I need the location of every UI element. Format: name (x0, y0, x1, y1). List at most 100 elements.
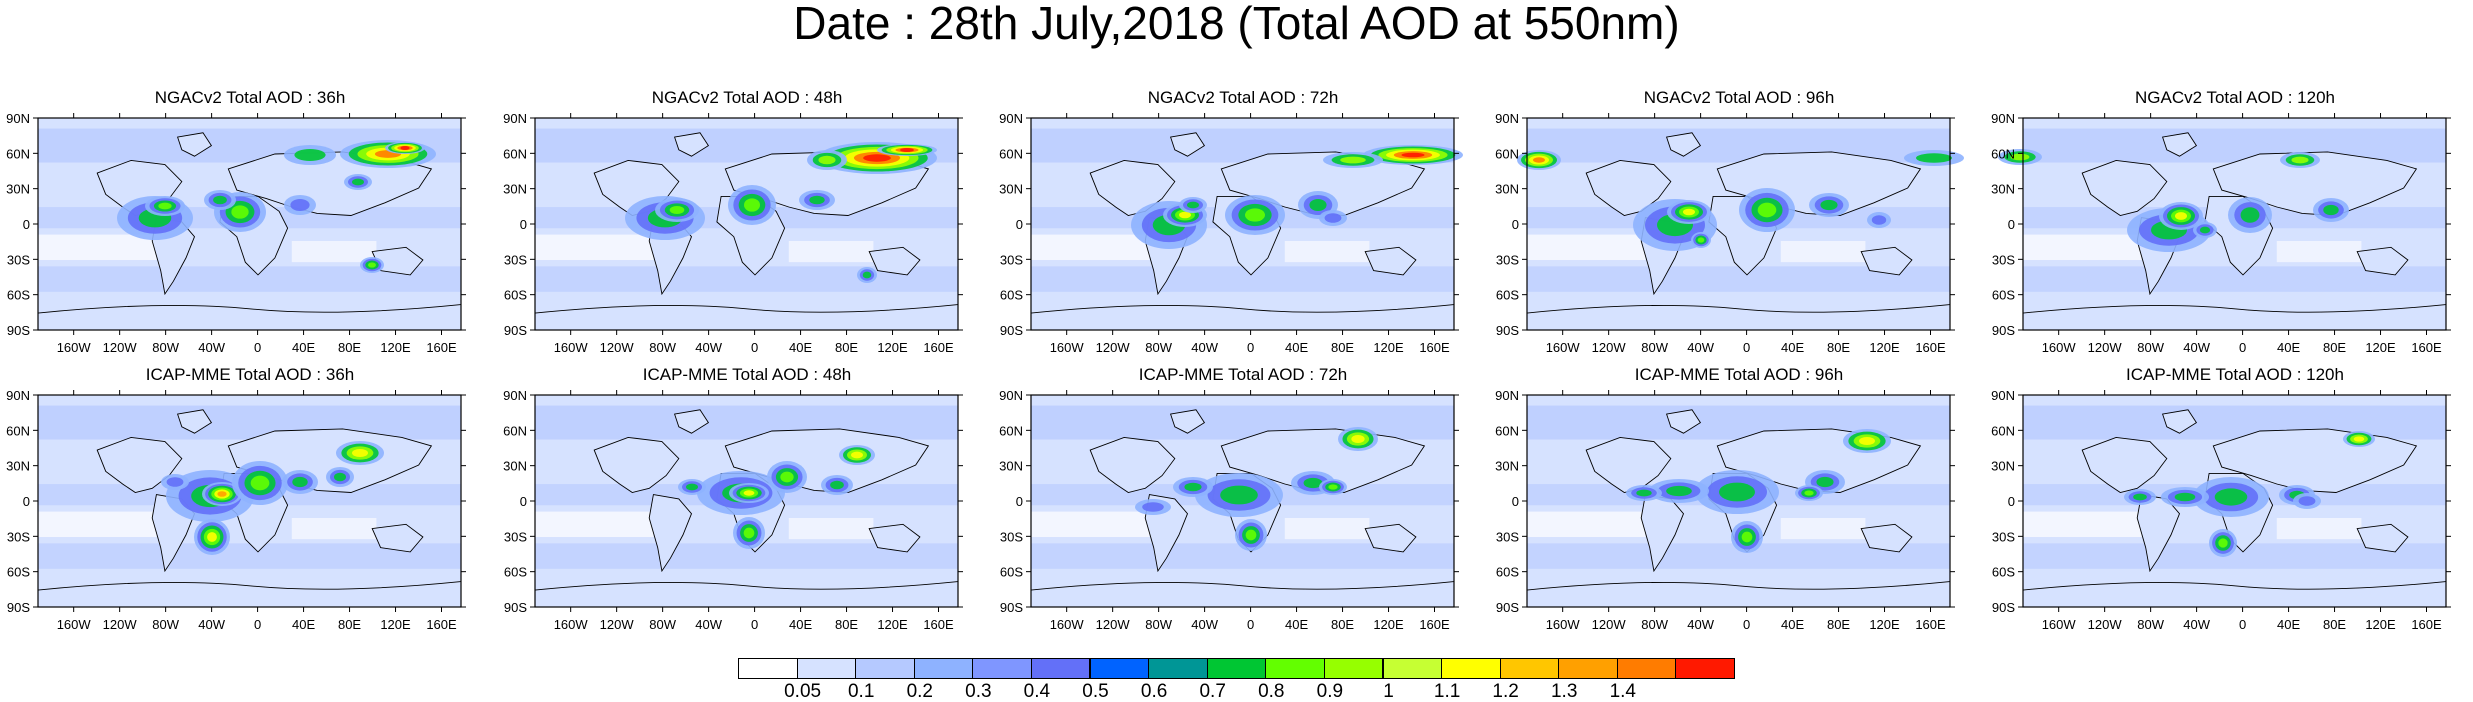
lon-tick-label: 40E (2277, 340, 2300, 355)
lat-tick-label: 60N (6, 146, 30, 161)
antarctica-coast (1526, 581, 1951, 591)
lon-tick-label: 40W (695, 340, 722, 355)
panel-title: NGACv2 Total AOD : 72h (1147, 88, 1339, 107)
aod-plume (1187, 201, 1199, 209)
panel-title: NGACv2 Total AOD : 120h (2134, 88, 2335, 107)
lat-tick-label: 90N (503, 388, 527, 403)
panel-title: ICAP-MME Total AOD : 36h (145, 365, 355, 384)
lat-tick-label: 30S (1496, 252, 1519, 267)
colorbar-swatch (1323, 658, 1384, 679)
lon-tick-label: 80W (649, 617, 676, 632)
colorbar-label: 0.9 (1316, 681, 1344, 702)
aod-plume (1533, 157, 1545, 163)
lat-tick-label: 90N (1495, 111, 1519, 126)
aod-plume (1683, 208, 1695, 216)
lat-tick-label: 30S (1000, 529, 1023, 544)
colorbar-label: 0.1 (847, 681, 875, 702)
antarctica-coast (1526, 304, 1951, 314)
aod-plume (217, 491, 227, 497)
aod-plume (686, 483, 698, 491)
aod-plume (1757, 202, 1777, 218)
lon-tick-label: 120E (1869, 340, 1900, 355)
lat-tick-label: 90N (1991, 388, 2015, 403)
antarctica-coast (37, 304, 462, 314)
lon-tick-label: 80E (1827, 617, 1850, 632)
aod-plume (158, 202, 172, 210)
lat-tick-label: 90N (6, 388, 30, 403)
aod-plume (1859, 437, 1875, 445)
aod-plume (1245, 529, 1257, 541)
lon-tick-label: 0 (1247, 617, 1254, 632)
colorbar-label: 0.2 (906, 681, 934, 702)
colorbar-swatch (855, 658, 915, 679)
lon-tick-label: 0 (254, 617, 261, 632)
aod-map: 90N 60N 30N 0 30S 60S 90S 160W 120W 80W 40W 0 40E 80E… (503, 388, 963, 632)
aod-plume (2323, 204, 2339, 216)
aod-plume (2133, 493, 2147, 501)
continent-outline (674, 409, 710, 434)
lon-tick-label: 40E (1285, 617, 1308, 632)
aod-map: 90N 60N 30N 0 30S 60S 90S 160W 120W 80W 40W 0 40E 80E… (1495, 388, 1955, 632)
map-panel: ICAP-MME Total AOD : 36h 90N 60N 30N 0 30S 60S… (0, 365, 500, 632)
continent-outline (1364, 523, 1417, 553)
continent-outline (2162, 132, 2198, 157)
colorbar-label: 1.4 (1609, 681, 1637, 702)
lat-tick-label: 30N (503, 182, 527, 197)
colorbar-swatch (1675, 658, 1735, 679)
aod-plume (2218, 538, 2228, 548)
lat-tick-label: 30S (1496, 529, 1519, 544)
aod-plume (809, 195, 825, 205)
colorbar-label: 0.05 (784, 681, 822, 702)
lat-tick-label: 90N (503, 111, 527, 126)
lat-tick-label: 30S (1992, 529, 2015, 544)
aod-plume (2353, 436, 2365, 442)
lon-tick-label: 80W (1641, 617, 1668, 632)
lat-tick-label: 60N (503, 146, 527, 161)
lon-tick-label: 80E (835, 340, 858, 355)
lat-tick-label: 30N (6, 459, 30, 474)
lon-tick-label: 80W (1641, 340, 1668, 355)
lon-tick-label: 0 (751, 617, 758, 632)
lon-tick-label: 40W (198, 617, 225, 632)
map-panel: ICAP-MME Total AOD : 72h 90N 60N 30N 0 30S 60S… (993, 365, 1493, 632)
lon-tick-label: 80W (1145, 617, 1172, 632)
aod-plume (207, 532, 217, 542)
lat-tick-label: 60N (1991, 146, 2015, 161)
colorbar-label: 0.3 (965, 681, 992, 702)
continent-outline (1170, 132, 1206, 157)
colorbar-swatch (738, 658, 798, 679)
figure-title: Date : 28th July,2018 (Total AOD at 550n… (793, 0, 1680, 49)
colorbar-swatch (1206, 658, 1267, 679)
lat-tick-label: 60N (1495, 146, 1519, 161)
antarctica-coast (1030, 304, 1455, 314)
lat-tick-label: 90N (999, 388, 1023, 403)
antarctica-coast (2022, 304, 2447, 314)
lon-tick-label: 160W (554, 340, 589, 355)
lon-tick-label: 40E (789, 617, 812, 632)
lon-tick-label: 80W (1145, 340, 1172, 355)
antarctica-coast (534, 581, 959, 591)
map-panel: ICAP-MME Total AOD : 96h 90N 60N 30N 0 30S 60S… (1489, 365, 1989, 632)
lon-tick-label: 0 (1743, 617, 1750, 632)
lon-tick-label: 160E (1915, 617, 1946, 632)
aod-plume (1871, 215, 1887, 225)
aod-plume (851, 451, 863, 459)
aod-plume (334, 472, 346, 482)
lon-tick-label: 160E (2411, 617, 2442, 632)
lat-tick-label: 60N (1991, 423, 2015, 438)
lon-tick-label: 160W (57, 617, 92, 632)
aod-plume (352, 449, 368, 457)
lat-tick-label: 90S (7, 323, 30, 338)
continent-outline (2162, 409, 2198, 434)
lon-tick-label: 120E (380, 617, 411, 632)
aod-plume (368, 262, 376, 268)
lat-tick-label: 60S (1496, 565, 1519, 580)
lon-tick-label: 80E (338, 617, 361, 632)
lon-tick-label: 0 (751, 340, 758, 355)
lon-tick-label: 160W (2042, 340, 2077, 355)
lon-tick-label: 40W (2183, 617, 2210, 632)
continent-outline (1860, 246, 1913, 276)
aod-plume (292, 476, 308, 488)
lon-tick-label: 120E (1373, 617, 1404, 632)
continent-outline (1666, 409, 1702, 434)
